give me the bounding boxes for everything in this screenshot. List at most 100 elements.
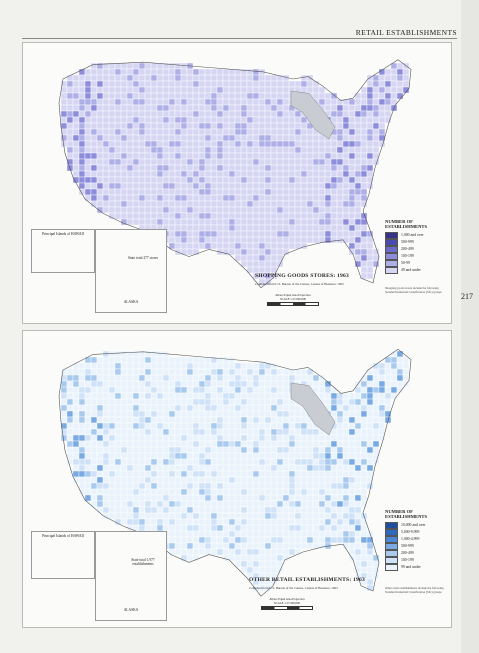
county-cell <box>246 92 254 100</box>
county-cell <box>240 428 248 436</box>
county-cell <box>264 512 272 520</box>
county-cell <box>168 398 176 406</box>
county-cell <box>240 452 248 460</box>
county-cell <box>228 422 236 430</box>
county-cell <box>216 182 224 190</box>
county-cell <box>144 488 152 496</box>
county-cell <box>252 374 260 382</box>
county-cell <box>84 146 92 154</box>
county-cell <box>102 410 110 418</box>
county-cell <box>300 134 308 142</box>
county-cell <box>60 110 68 118</box>
county-cell <box>120 356 128 364</box>
county-cell <box>90 74 98 82</box>
county-cell <box>318 518 326 526</box>
county-cell <box>354 98 362 106</box>
county-cell <box>150 80 158 88</box>
county-cell <box>180 416 188 424</box>
county-cell <box>330 212 338 220</box>
county-cell <box>174 488 182 496</box>
county-cell <box>174 134 182 142</box>
county-cell <box>210 512 218 520</box>
county-cell <box>84 104 92 112</box>
county-cell <box>264 116 272 124</box>
county-cell <box>360 176 368 184</box>
county-cell <box>366 98 374 106</box>
county-cell <box>102 452 110 460</box>
county-cell <box>138 218 146 226</box>
county-cell <box>174 158 182 166</box>
county-cell <box>252 554 260 562</box>
county-cell <box>276 140 284 148</box>
county-cell <box>228 368 236 376</box>
county-cell <box>156 80 164 88</box>
county-cell <box>150 182 158 190</box>
county-cell <box>84 488 92 496</box>
legend-label: 200-499 <box>401 247 414 252</box>
county-cell <box>174 188 182 196</box>
county-cell <box>276 398 284 406</box>
county-cell <box>318 542 326 550</box>
county-cell <box>144 104 152 112</box>
county-cell <box>108 476 116 484</box>
county-cell <box>240 158 248 166</box>
county-cell <box>210 410 218 418</box>
county-cell <box>204 224 212 232</box>
county-cell <box>150 122 158 130</box>
county-cell <box>288 164 296 172</box>
county-cell <box>90 422 98 430</box>
county-cell <box>252 110 260 118</box>
county-cell <box>348 164 356 172</box>
county-cell <box>192 164 200 172</box>
county-cell <box>330 452 338 460</box>
county-cell <box>108 104 116 112</box>
county-cell <box>354 488 362 496</box>
county-cell <box>204 176 212 184</box>
legend-row: 200-499 <box>385 245 451 253</box>
county-cell <box>204 104 212 112</box>
county-cell <box>354 494 362 502</box>
county-cell <box>372 392 380 400</box>
county-cell <box>300 194 308 202</box>
county-cell <box>324 476 332 484</box>
county-cell <box>288 422 296 430</box>
county-cell <box>366 428 374 436</box>
county-cell <box>264 224 272 232</box>
county-cell <box>330 404 338 412</box>
county-cell <box>354 536 362 544</box>
county-cell <box>360 164 368 172</box>
county-cell <box>282 392 290 400</box>
county-cell <box>234 188 242 196</box>
county-cell <box>282 188 290 196</box>
county-cell <box>360 404 368 412</box>
county-cell <box>66 140 74 148</box>
county-cell <box>264 452 272 460</box>
county-cell <box>384 362 392 370</box>
county-cell <box>228 386 236 394</box>
county-cell <box>72 380 80 388</box>
county-cell <box>342 146 350 154</box>
county-cell <box>234 134 242 142</box>
county-cell <box>96 488 104 496</box>
county-cell <box>360 554 368 562</box>
county-cell <box>288 200 296 208</box>
county-cell <box>228 140 236 148</box>
county-cell <box>138 428 146 436</box>
county-cell <box>132 434 140 442</box>
county-cell <box>264 386 272 394</box>
county-cell <box>252 188 260 196</box>
county-cell <box>192 482 200 490</box>
county-cell <box>204 494 212 502</box>
county-cell <box>342 398 350 406</box>
county-cell <box>96 356 104 364</box>
county-cell <box>168 362 176 370</box>
legend-row: 1,000 and over <box>385 231 451 239</box>
county-cell <box>336 536 344 544</box>
county-cell <box>228 392 236 400</box>
county-cell <box>210 362 218 370</box>
county-cell <box>186 518 194 526</box>
county-cell <box>174 386 182 394</box>
county-cell <box>360 98 368 106</box>
county-cell <box>222 92 230 100</box>
county-cell <box>138 182 146 190</box>
